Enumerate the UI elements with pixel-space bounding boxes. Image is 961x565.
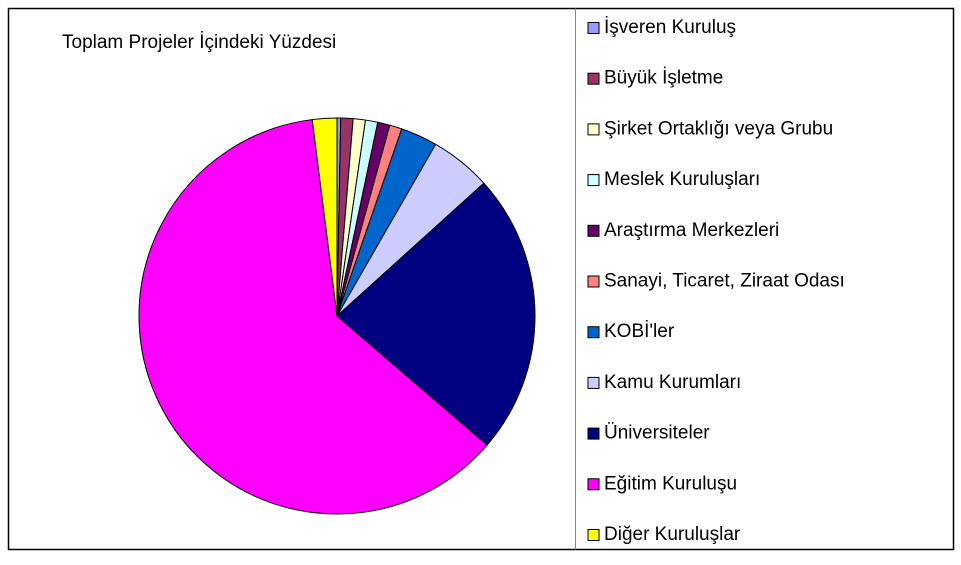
legend-swatch [587,174,600,187]
legend-swatch [587,123,600,136]
legend-label: Şirket Ortaklığı veya Grubu [604,118,833,139]
legend-swatch [587,427,600,440]
legend-swatch [587,22,600,34]
legend-swatch [587,326,600,339]
chart-title: Toplam Projeler İçindeki Yüzdesi [62,32,336,53]
legend-swatch [587,72,600,85]
legend-label: Meslek Kuruluşları [604,169,760,190]
legend-label: Sanayi, Ticaret, Ziraat Odası [604,271,845,292]
legend-label: Kamu Kurumları [604,372,741,393]
legend-label: Diğer Kuruluşlar [604,524,741,545]
legend-label: Üniversiteler [604,423,710,444]
legend-label: İşveren Kuruluş [604,17,736,38]
pie-slice [336,182,536,446]
legend-swatch [587,224,600,237]
pie-slice [138,119,488,515]
legend-label: Araştırma Merkezleri [604,220,779,241]
legend-swatch [587,376,600,389]
legend-label: Büyük İşletme [604,68,723,89]
legend-swatch [587,529,600,541]
legend-swatch [587,478,600,491]
legend-label: Eğitim Kuruluşu [604,473,737,494]
pie-slice [311,117,338,317]
legend-swatch [587,275,600,288]
legend-label: KOBİ'ler [604,321,675,342]
